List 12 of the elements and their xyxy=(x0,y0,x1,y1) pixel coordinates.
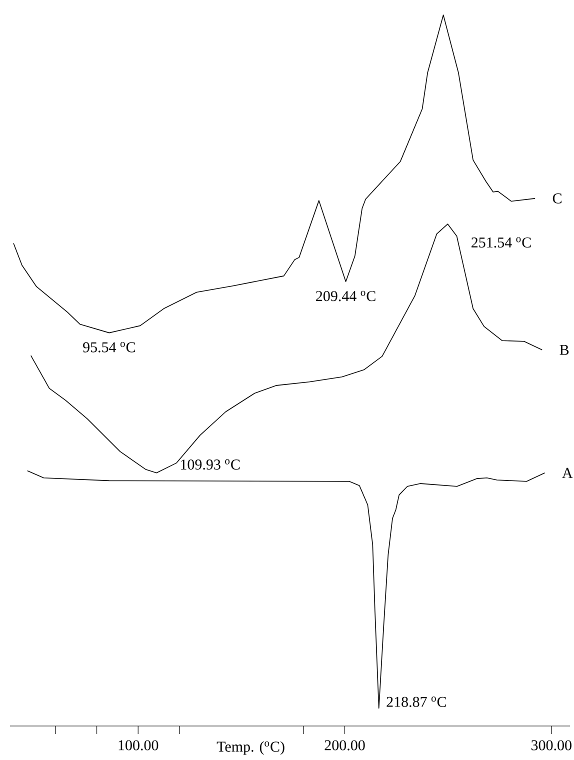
series-label: C xyxy=(552,193,562,204)
x-tick-label: 200.00 xyxy=(324,740,365,750)
annotation: 251.54 $^{o}$C xyxy=(472,237,531,248)
x-axis-title: Temp. ($^{o}$C) xyxy=(216,741,284,755)
x-tick-label: 100.00 xyxy=(118,740,158,750)
annotation: 109.93 $^{o}$C xyxy=(181,459,240,470)
annotation: 95.54 $^{o}$C xyxy=(83,342,135,352)
series-label: A xyxy=(562,468,573,478)
x-tick-label: 300.00 xyxy=(532,740,572,750)
annotation: 218.87 $^{o}$C xyxy=(386,696,446,708)
annotation: 209.44 $^{o}$C xyxy=(316,290,376,302)
series-label: B xyxy=(560,344,569,355)
